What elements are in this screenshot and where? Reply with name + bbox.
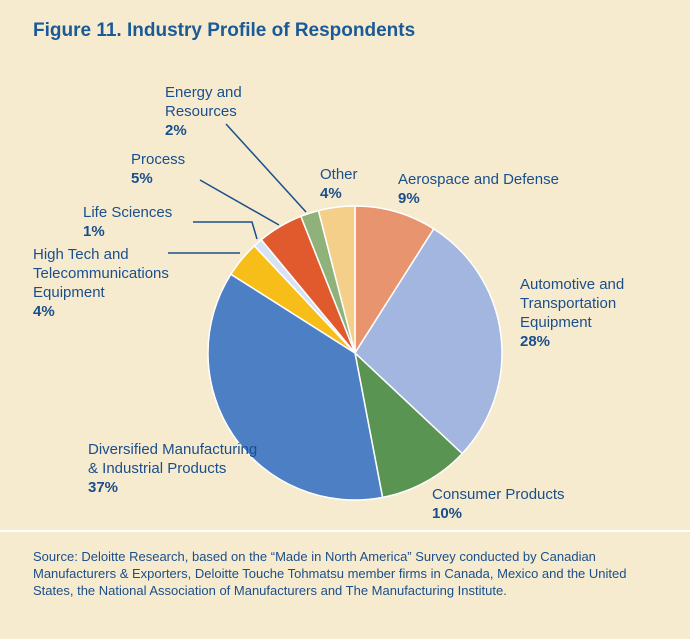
value-label: 2% xyxy=(165,122,187,139)
slice-label: Consumer Products 10% xyxy=(432,485,632,523)
category-label: Diversified Manufacturing & Industrial P… xyxy=(88,441,258,477)
value-label: 28% xyxy=(520,333,551,350)
leader-line xyxy=(193,221,258,240)
pie-slice xyxy=(207,273,384,501)
category-label: Consumer Products xyxy=(432,486,565,503)
category-label: Other xyxy=(320,166,358,183)
slice-label: Process 5% xyxy=(131,150,231,188)
category-label: Life Sciences xyxy=(83,204,173,221)
category-label: Process xyxy=(131,151,186,168)
slice-label: Life Sciences 1% xyxy=(83,203,203,241)
pie-slice xyxy=(354,227,503,455)
slice-label: Aerospace and Defense 9% xyxy=(398,170,618,208)
leader-line xyxy=(199,179,280,226)
slice-label: Other 4% xyxy=(320,165,380,203)
pie-slice xyxy=(317,205,356,354)
leader-lines xyxy=(168,123,307,254)
pie-slice xyxy=(353,350,464,499)
leader-line xyxy=(225,123,307,213)
value-label: 4% xyxy=(320,185,342,202)
slice-label: Automotive and Transportation Equipment 2… xyxy=(520,275,670,351)
pie-slice xyxy=(354,205,435,356)
slice-label: Energy and Resources 2% xyxy=(165,83,275,140)
divider xyxy=(0,530,690,532)
value-label: 5% xyxy=(131,170,153,187)
value-label: 10% xyxy=(432,505,463,522)
source-note: Source: Deloitte Research, based on the … xyxy=(33,549,627,598)
slice-label: High Tech and Telecommunications Equipme… xyxy=(33,245,233,321)
category-label: Automotive and Transportation Equipment xyxy=(520,276,625,331)
value-label: 1% xyxy=(83,223,105,240)
chart-title: Figure 11. Industry Profile of Responden… xyxy=(33,20,416,41)
category-label: High Tech and Telecommunications Equipme… xyxy=(33,246,169,301)
category-label: Aerospace and Defense xyxy=(398,171,559,188)
value-label: 37% xyxy=(88,479,119,496)
slice-label: Diversified Manufacturing & Industrial P… xyxy=(88,440,268,497)
value-label: 9% xyxy=(398,190,420,207)
category-label: Energy and Resources xyxy=(165,84,242,120)
value-label: 4% xyxy=(33,303,55,320)
